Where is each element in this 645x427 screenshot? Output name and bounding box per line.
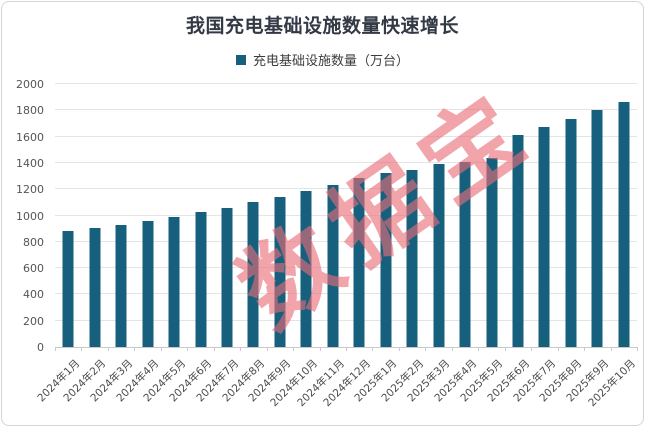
x-axis-tick	[187, 347, 189, 351]
bar-2025年9月[interactable]	[591, 109, 603, 347]
x-axis-tick	[478, 347, 480, 351]
x-axis-tick	[293, 347, 295, 351]
gridline	[55, 83, 637, 84]
y-tick-label: 1200	[16, 183, 44, 197]
x-axis-tick	[584, 347, 586, 351]
x-axis-tick	[531, 347, 533, 351]
bar-2024年1月[interactable]	[62, 230, 74, 347]
x-axis-tick	[213, 347, 215, 351]
bar-2024年7月[interactable]	[221, 207, 233, 347]
y-tick-label: 800	[23, 235, 44, 249]
gridline	[55, 188, 637, 190]
x-axis: 2024年1月 2024年2月 2024年3月 2024年4月 2024年5月 2024年…	[35, 352, 638, 422]
bar-2024年2月[interactable]	[89, 228, 101, 347]
x-axis-tick	[266, 347, 268, 351]
bar-2025年4月[interactable]	[459, 161, 471, 347]
gridline	[55, 161, 637, 163]
gridline	[55, 109, 637, 111]
x-axis-tick	[504, 347, 506, 351]
bar-2024年6月[interactable]	[195, 212, 206, 347]
x-axis-tick	[372, 347, 374, 351]
x-axis-tick	[610, 347, 612, 351]
y-axis: 0 200 400 600 800 1000 1200 1400 1600 1800 2000	[0, 78, 48, 354]
plot-area	[55, 83, 638, 351]
bar-2025年6月[interactable]	[512, 135, 524, 347]
legend-marker-icon	[235, 54, 246, 65]
bar-2024年10月[interactable]	[300, 190, 312, 347]
bar-2024年12月[interactable]	[353, 178, 365, 347]
x-axis-tick	[160, 347, 162, 351]
bar-2025年10月[interactable]	[618, 101, 630, 347]
bar-2024年8月[interactable]	[247, 202, 259, 347]
gridline	[55, 293, 637, 295]
bar-2024年5月[interactable]	[168, 216, 180, 347]
x-axis-tick	[240, 347, 242, 351]
x-axis-tick	[107, 347, 109, 351]
bar-2025年1月[interactable]	[380, 173, 392, 347]
y-tick-label: 0	[37, 341, 44, 354]
gridline	[55, 240, 637, 242]
x-axis-tick	[557, 347, 559, 351]
y-tick-label: 400	[23, 288, 44, 302]
x-axis-tick	[398, 347, 400, 351]
y-tick-label: 1000	[16, 209, 44, 223]
gridline	[55, 319, 637, 321]
bar-2025年8月[interactable]	[565, 118, 577, 347]
gridline	[55, 214, 637, 216]
y-tick-label: 600	[23, 262, 44, 276]
x-axis-tick	[425, 347, 427, 351]
x-axis-tick	[637, 347, 638, 351]
x-axis-tick	[346, 347, 347, 351]
x-axis-tick	[451, 347, 453, 351]
legend-label: 充电基础设施数量（万台）	[252, 54, 409, 69]
bar-2024年3月[interactable]	[115, 224, 127, 347]
bar-2025年7月[interactable]	[538, 127, 550, 347]
x-axis-tick	[134, 347, 136, 351]
y-tick-label: 1600	[16, 130, 44, 144]
bar-2024年4月[interactable]	[142, 220, 154, 347]
y-tick-label: 1400	[16, 156, 44, 170]
x-axis-tick	[55, 347, 56, 351]
x-axis-tick	[81, 347, 83, 351]
gridline	[55, 267, 637, 269]
y-tick-label: 1800	[16, 104, 44, 118]
y-tick-label: 2000	[16, 78, 44, 91]
x-axis-tick	[319, 347, 321, 351]
gridline	[55, 135, 637, 137]
bar-2025年2月[interactable]	[406, 170, 418, 347]
chart-title: 我国充电基础设施数量快速增长	[185, 15, 459, 37]
bar-2024年9月[interactable]	[274, 196, 286, 347]
bar-2024年11月[interactable]	[327, 184, 339, 347]
bar-2025年5月[interactable]	[486, 157, 497, 347]
y-tick-label: 200	[23, 314, 44, 328]
legend[interactable]: 充电基础设施数量（万台）	[0, 50, 645, 69]
bar-2025年3月[interactable]	[433, 164, 445, 347]
